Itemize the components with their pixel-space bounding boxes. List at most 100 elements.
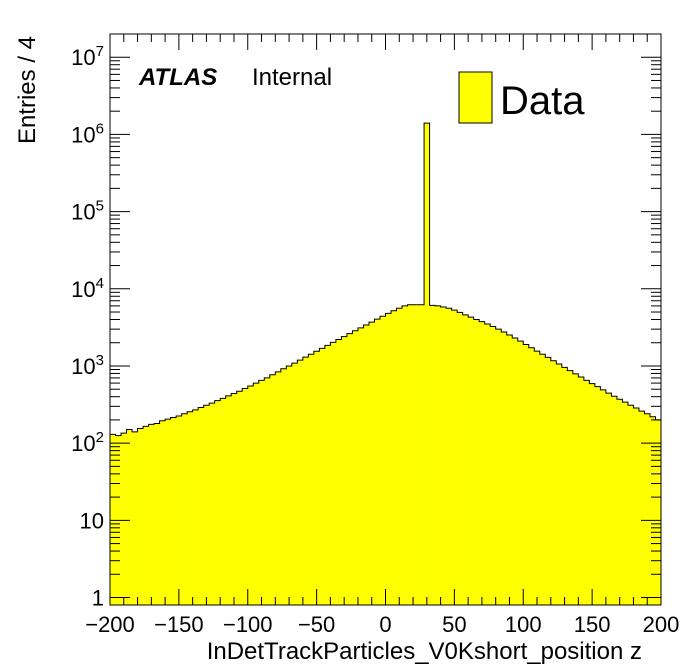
histogram-bin: [126, 429, 133, 605]
histogram-bin: [468, 317, 474, 605]
histogram-bin: [506, 334, 513, 605]
y-tick-label: 105: [71, 198, 104, 225]
histogram-bin: [148, 424, 155, 605]
histogram-bin: [242, 388, 249, 605]
histogram-bin: [368, 322, 375, 605]
x-tick-label: 200: [643, 612, 680, 637]
x-axis-ticks: [109, 34, 662, 605]
histogram-bin: [313, 351, 320, 605]
histogram-bin: [231, 393, 238, 605]
histogram-bin: [611, 396, 618, 605]
histogram-bin: [545, 357, 552, 605]
histogram-bin: [396, 308, 403, 605]
histogram-bin: [264, 377, 271, 605]
histogram-bin: [352, 330, 359, 605]
histogram-bin: [324, 345, 331, 605]
histogram-bin: [143, 426, 149, 605]
x-tick-label: 100: [505, 612, 542, 637]
histogram-bin: [457, 312, 463, 605]
histogram-bin: [539, 354, 546, 605]
histogram-bin: [561, 367, 568, 605]
histogram-bin: [446, 308, 452, 605]
histogram-bin: [110, 434, 116, 605]
histogram-bin: [319, 348, 326, 605]
histogram-bin: [462, 314, 469, 605]
histogram-bin: [165, 419, 171, 605]
histogram-bin: [236, 391, 243, 605]
histogram-bin: [627, 405, 634, 605]
histogram-bin: [556, 364, 563, 605]
histogram-bin: [638, 411, 645, 605]
histogram-bin: [269, 374, 276, 605]
histogram-bin: [363, 324, 370, 605]
histogram-bin: [534, 351, 541, 605]
y-tick-label: 10: [80, 508, 104, 533]
histogram-bin: [203, 405, 210, 605]
histogram-bin: [330, 342, 337, 605]
histogram-bin: [600, 389, 607, 605]
histogram-bin: [176, 415, 182, 605]
y-axis-tick-labels: 1 10 102 103 104 105 106 107: [71, 43, 104, 610]
legend-label-data: Data: [500, 79, 585, 123]
histogram-bin: [407, 304, 414, 605]
x-tick-label: 0: [379, 612, 391, 637]
histogram-bin: [253, 383, 260, 605]
histogram-bin: [225, 395, 232, 605]
x-tick-label: −200: [85, 612, 135, 637]
histogram-bin: [594, 386, 601, 605]
histogram-bin: [644, 413, 651, 605]
histogram-bin: [402, 305, 408, 605]
histogram-bin: [528, 347, 535, 605]
histogram-bin: [572, 373, 579, 605]
histogram-outline: [110, 122, 661, 437]
histogram-bin: [605, 393, 612, 605]
x-tick-label: −100: [223, 612, 273, 637]
histogram-bin: [220, 398, 227, 605]
y-tick-label: 104: [71, 275, 104, 302]
histogram-bin: [512, 338, 519, 605]
histogram-bin: [121, 433, 127, 605]
y-axis-ticks: [110, 33, 661, 599]
histogram-bin: [424, 123, 430, 605]
x-tick-label: −50: [298, 612, 335, 637]
atlas-label: ATLAS: [138, 64, 217, 91]
histogram-bin: [418, 304, 425, 605]
internal-label: Internal: [252, 64, 332, 91]
histogram-bin: [335, 339, 342, 605]
histogram-bars: [110, 123, 662, 605]
histogram-bin: [435, 305, 441, 605]
y-tick-label: 1: [92, 586, 104, 611]
histogram-bin: [473, 319, 480, 605]
histogram-bin: [578, 376, 585, 605]
histogram-bin: [451, 310, 458, 605]
y-axis-title: Entries / 4: [14, 36, 41, 144]
histogram-bin: [479, 321, 485, 605]
histogram-bin: [275, 371, 282, 605]
histogram-bin: [187, 411, 193, 605]
histogram-bin: [214, 400, 221, 605]
histogram-bin: [209, 403, 215, 605]
histogram-bin: [583, 380, 590, 605]
histogram-bin: [490, 326, 496, 605]
histogram-bin: [622, 402, 629, 605]
y-tick-label: 107: [71, 43, 104, 70]
histogram-bin: [385, 313, 392, 605]
x-axis-tick-labels: −200 −150 −100 −50 0 50 100 150 200: [85, 612, 679, 637]
histogram-bin: [655, 419, 662, 605]
histogram-bin: [137, 428, 144, 605]
x-tick-label: −150: [154, 612, 204, 637]
histogram-bin: [308, 354, 315, 605]
histogram-bin: [346, 333, 353, 605]
histogram-bin: [484, 323, 491, 605]
histogram-bin: [649, 416, 656, 605]
histogram-bin: [170, 417, 177, 605]
histogram-bin: [132, 431, 138, 605]
y-tick-label: 103: [71, 352, 104, 379]
histogram-bin: [297, 360, 304, 605]
histogram-bin: [159, 420, 166, 605]
histogram-bin: [589, 383, 596, 605]
histogram-bin: [517, 341, 524, 605]
histogram-bin: [567, 370, 574, 605]
histogram-bin: [523, 344, 530, 605]
